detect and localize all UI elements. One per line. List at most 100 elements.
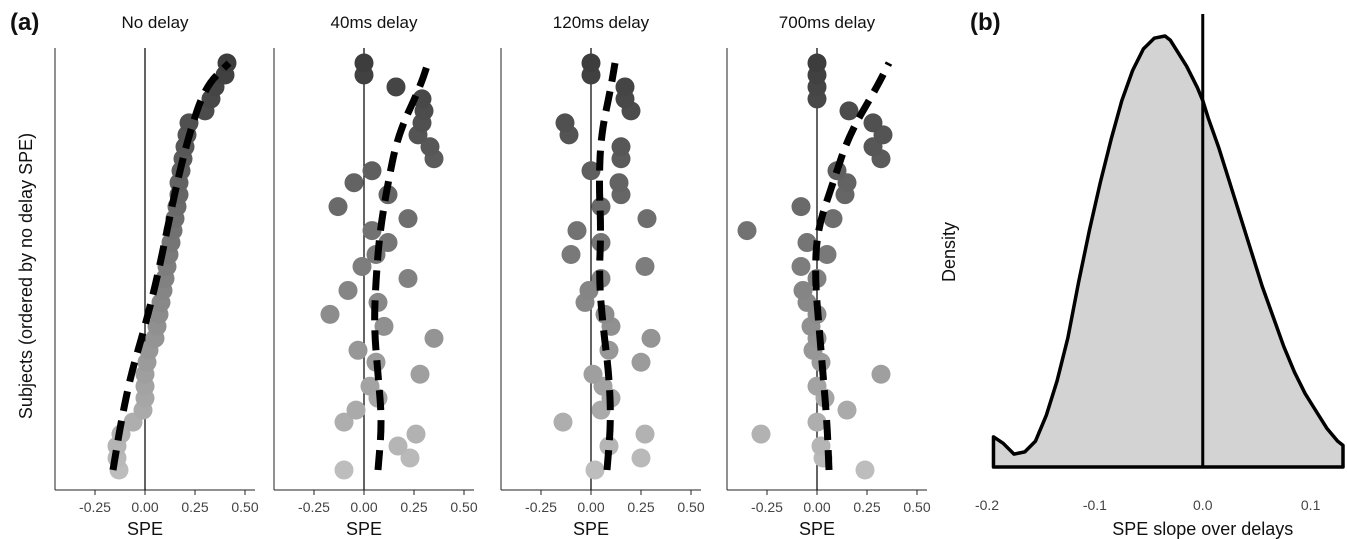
facet-3: 120ms delay -0.25 0.00 0.25 0.50 SPE: [500, 13, 705, 539]
x-tick-label: 0.50: [231, 499, 258, 515]
panel-a-label: (a): [10, 9, 39, 36]
data-point: [817, 245, 837, 265]
x-tick-label: 0.1: [1301, 497, 1321, 513]
x-axis-title: SPE: [573, 519, 609, 539]
data-point: [328, 197, 348, 217]
data-point: [807, 53, 827, 73]
data-point: [398, 209, 418, 229]
data-point: [797, 233, 817, 253]
data-point: [400, 448, 420, 468]
data-point: [609, 173, 629, 193]
data-point: [360, 376, 380, 396]
data-point: [374, 316, 394, 336]
y-axis-title: Density: [939, 222, 959, 282]
data-point: [791, 197, 811, 217]
data-point: [346, 400, 366, 420]
trend-line: [109, 60, 232, 471]
data-point: [386, 77, 406, 97]
y-axis-title: Subjects (ordered by no delay SPE): [16, 133, 36, 419]
data-point: [635, 424, 655, 444]
data-point: [807, 412, 827, 432]
data-point: [635, 257, 655, 276]
x-tick-label: 0.50: [450, 499, 477, 515]
facet-title: 700ms delay: [779, 13, 876, 32]
trend-line: [371, 61, 432, 471]
data-point: [751, 424, 771, 444]
x-tick-label: 0.00: [577, 499, 604, 515]
trend-line: [812, 61, 893, 471]
data-point: [561, 245, 581, 265]
x-axis-title: SPE slope over delays: [1112, 519, 1293, 539]
x-axis-title: SPE: [799, 519, 835, 539]
data-point: [823, 209, 843, 229]
data-point: [362, 221, 382, 241]
x-tick-label: 0.25: [400, 499, 427, 515]
x-tick-label: -0.25: [525, 499, 557, 515]
x-tick-label: 0.25: [853, 499, 880, 515]
facet-4: 700ms delay -0.25 0.00 0.25 0.50 SPE: [726, 13, 931, 539]
x-axis-title: SPE: [127, 519, 163, 539]
data-point: [581, 161, 601, 181]
data-point: [362, 161, 382, 181]
data-point: [352, 257, 372, 276]
data-point: [410, 364, 430, 384]
data-point: [863, 113, 883, 133]
facet-1: No delay -0.25 0.00 0.25 0.50 SPE: [54, 13, 259, 539]
x-tick-label: 0.0: [1193, 497, 1213, 513]
x-tick-label: 0.50: [677, 499, 704, 515]
panel-b-label: (b): [970, 9, 1001, 36]
data-point: [378, 233, 398, 253]
data-point: [585, 460, 605, 480]
data-point: [839, 101, 859, 121]
data-point: [631, 448, 651, 468]
x-tick-label: -0.1: [1083, 497, 1107, 513]
x-axis-title: SPE: [346, 519, 382, 539]
data-point: [553, 412, 573, 432]
data-point: [591, 197, 611, 217]
data-point: [579, 280, 599, 300]
data-point: [388, 436, 408, 456]
data-point: [424, 328, 444, 348]
data-point: [320, 304, 340, 324]
data-point: [599, 436, 619, 456]
x-tick-label: 0.00: [350, 499, 377, 515]
trend-line: [596, 62, 619, 471]
facet-title: No delay: [121, 13, 189, 32]
data-point: [412, 89, 432, 109]
data-point: [583, 364, 603, 384]
x-tick-label: -0.2: [975, 497, 999, 513]
data-point: [334, 460, 354, 480]
data-point: [398, 268, 418, 288]
panel-b: -0.2 -0.1 0.0 0.1 SPE slope over delays Densi…: [939, 14, 1345, 539]
x-tick-label: 0.25: [627, 499, 654, 515]
panel-a: No delay -0.25 0.00 0.25 0.50 SPE 40ms delay -0…: [16, 13, 931, 539]
x-tick-label: 0.25: [181, 499, 208, 515]
x-tick-label: -0.25: [79, 499, 111, 515]
data-point: [631, 352, 651, 372]
data-point: [837, 400, 857, 420]
data-point: [737, 221, 757, 241]
x-tick-label: 0.50: [903, 499, 930, 515]
facet-title: 40ms delay: [331, 13, 418, 32]
data-point: [611, 137, 631, 157]
density-area: [991, 34, 1345, 469]
data-point: [567, 221, 587, 241]
data-point: [793, 280, 813, 300]
data-point: [555, 113, 575, 133]
x-tick-label: -0.25: [751, 499, 783, 515]
data-point: [791, 257, 811, 276]
data-point: [338, 280, 358, 300]
data-point: [855, 460, 875, 480]
data-point: [581, 53, 601, 73]
data-point: [406, 424, 426, 444]
data-point: [420, 137, 440, 157]
x-tick-label: 0.00: [803, 499, 830, 515]
data-point: [637, 209, 657, 229]
data-point: [344, 173, 364, 193]
data-point: [641, 328, 661, 348]
x-tick-label: -0.25: [298, 499, 330, 515]
data-point: [354, 53, 374, 73]
data-point: [334, 412, 354, 432]
x-tick-label: 0.00: [131, 499, 158, 515]
